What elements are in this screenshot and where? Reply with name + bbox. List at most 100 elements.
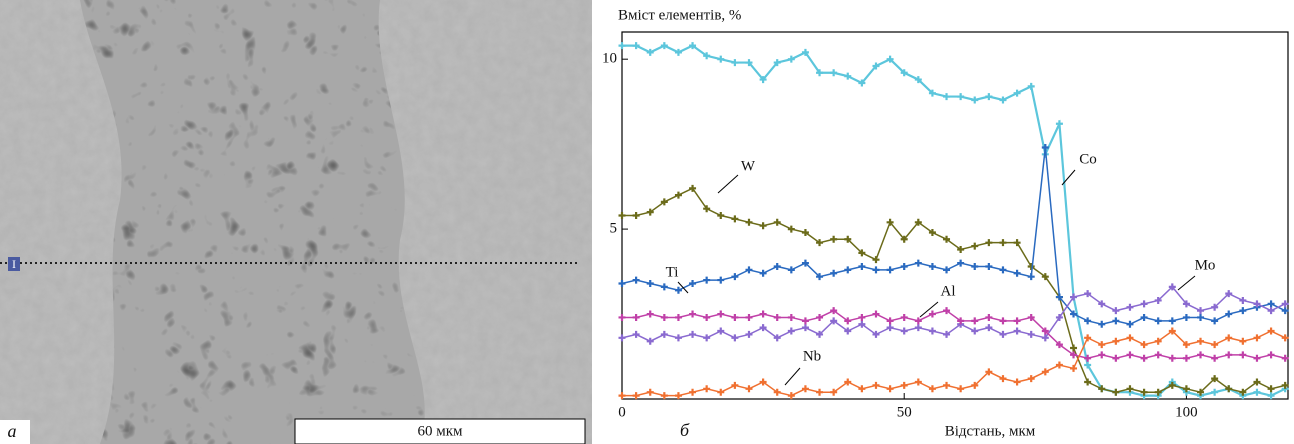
point-marker (760, 270, 767, 277)
series-label: Mo (1195, 257, 1216, 273)
line-marker: І (12, 257, 16, 271)
point-marker (1141, 355, 1148, 362)
point-marker (731, 334, 738, 341)
point-marker (745, 314, 752, 321)
point-marker (731, 314, 738, 321)
point-marker (788, 328, 795, 335)
point-marker (1098, 341, 1105, 348)
point-marker (760, 222, 767, 229)
point-marker (703, 314, 710, 321)
point-marker (1112, 317, 1119, 324)
point-marker (647, 311, 654, 318)
point-marker (1211, 355, 1218, 362)
y-tick-label: 10 (602, 51, 617, 67)
series-label: W (741, 158, 756, 174)
point-marker (1112, 355, 1119, 362)
point-marker (1239, 351, 1246, 358)
point-marker (1028, 331, 1035, 338)
point-marker (985, 239, 992, 246)
series-label: Nb (803, 348, 821, 364)
point-marker (1169, 355, 1176, 362)
point-marker (915, 379, 922, 386)
point-marker (647, 338, 654, 345)
point-marker (619, 334, 626, 341)
point-marker (745, 331, 752, 338)
point-marker (1014, 239, 1021, 246)
point-marker (1225, 311, 1232, 318)
point-marker (633, 277, 640, 284)
point-marker (887, 385, 894, 392)
point-marker (915, 324, 922, 331)
point-marker (788, 266, 795, 273)
point-marker (802, 385, 809, 392)
point-marker (633, 392, 640, 399)
point-marker (901, 382, 908, 389)
x-axis-label: Відстань, мкм (945, 423, 1036, 439)
point-marker (872, 266, 879, 273)
point-marker (1211, 317, 1218, 324)
panel-label: а (8, 421, 17, 441)
point-marker (1239, 338, 1246, 345)
point-marker (887, 324, 894, 331)
point-marker (1211, 389, 1218, 396)
y-tick-label: 5 (610, 221, 618, 237)
point-marker (619, 314, 626, 321)
point-marker (872, 256, 879, 263)
point-marker (1126, 351, 1133, 358)
point-marker (844, 266, 851, 273)
point-marker (633, 331, 640, 338)
point-marker (1126, 321, 1133, 328)
point-marker (887, 266, 894, 273)
point-marker (1141, 314, 1148, 321)
point-marker (745, 266, 752, 273)
point-marker (1268, 351, 1275, 358)
series-label: Al (941, 283, 956, 299)
point-marker (675, 287, 682, 294)
point-marker (633, 212, 640, 219)
point-marker (1197, 338, 1204, 345)
point-marker (971, 243, 978, 250)
point-marker (872, 382, 879, 389)
point-marker (788, 392, 795, 399)
point-marker (929, 263, 936, 270)
point-marker (661, 283, 668, 290)
point-marker (943, 93, 950, 100)
point-marker (1141, 341, 1148, 348)
point-marker (661, 42, 668, 49)
point-marker (661, 331, 668, 338)
point-marker (760, 311, 767, 318)
point-marker (731, 382, 738, 389)
point-marker (1126, 304, 1133, 311)
point-marker (774, 219, 781, 226)
point-marker (619, 392, 626, 399)
point-marker (1112, 338, 1119, 345)
point-marker (689, 311, 696, 318)
point-marker (929, 385, 936, 392)
point-marker (999, 317, 1006, 324)
point-marker (999, 96, 1006, 103)
point-marker (929, 311, 936, 318)
point-marker (999, 375, 1006, 382)
point-marker (1098, 351, 1105, 358)
point-marker (1070, 365, 1077, 372)
x-tick-label: 0 (618, 404, 626, 420)
point-marker (661, 392, 668, 399)
point-marker (1028, 375, 1035, 382)
point-marker (788, 226, 795, 233)
point-marker (985, 263, 992, 270)
point-marker (1070, 345, 1077, 352)
point-marker (788, 56, 795, 63)
point-marker (1155, 317, 1162, 324)
point-marker (844, 73, 851, 80)
point-marker (647, 389, 654, 396)
point-marker (1211, 341, 1218, 348)
point-marker (633, 42, 640, 49)
leader-line (785, 368, 800, 385)
point-marker (774, 314, 781, 321)
point-marker (1155, 351, 1162, 358)
point-marker (1112, 307, 1119, 314)
point-marker (1028, 273, 1035, 280)
series-label: Co (1079, 151, 1097, 167)
y-axis-label: Вміст елементів, % (618, 7, 741, 23)
point-marker (1014, 90, 1021, 97)
